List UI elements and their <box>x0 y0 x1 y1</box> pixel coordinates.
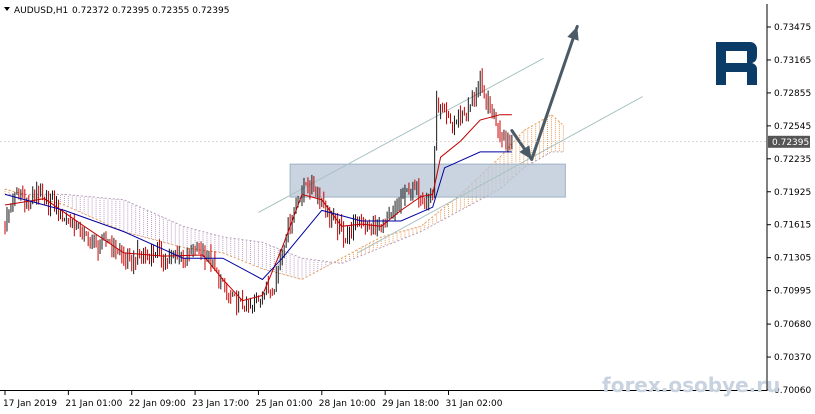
price-tick-label: 0.70370 <box>774 353 811 363</box>
senkou-span-a <box>4 114 564 280</box>
time-tick-label: 22 Jan 09:00 <box>129 399 186 409</box>
time-tick-label: 17 Jan 2019 <box>3 399 57 409</box>
price-tick-label: 0.71305 <box>774 254 811 264</box>
chart-header: AUDUSD,H1 0.72372 0.72395 0.72355 0.7239… <box>4 6 229 16</box>
watermark: forex.osobye.ru <box>602 373 780 397</box>
price-axis: 0.73475 0.73165 0.72855 0.72545 0.72235 0.719… <box>0 23 811 396</box>
tenkan-sen-line <box>4 114 512 302</box>
price-tick-label: 0.70680 <box>774 320 811 330</box>
current-price-tag <box>768 135 810 148</box>
roboforex-r-logo-icon <box>716 42 757 85</box>
time-tick-label: 25 Jan 01:00 <box>255 399 312 409</box>
time-tick-label: 21 Jan 01:00 <box>65 399 122 409</box>
channel-lower-line <box>357 96 643 254</box>
price-tick-label: 0.72855 <box>774 89 811 99</box>
trend-channel <box>258 57 643 254</box>
time-tick-label: 28 Jan 10:00 <box>319 399 376 409</box>
price-tick-label: 0.70060 <box>774 386 811 396</box>
price-tick-label: 0.71615 <box>774 221 811 231</box>
price-tick-label: 0.70995 <box>774 287 811 297</box>
price-tick-label: 0.72545 <box>774 122 811 132</box>
time-tick-label: 29 Jan 18:00 <box>382 399 439 409</box>
price-tick-label: 0.73165 <box>774 56 811 66</box>
channel-upper-line <box>258 57 544 213</box>
price-tick-label: 0.72235 <box>774 155 811 165</box>
kijun-sen-line <box>4 151 512 281</box>
price-tick-label: 0.71925 <box>774 188 811 198</box>
arrow-up <box>530 24 579 161</box>
time-tick-label: 31 Jan 02:00 <box>446 399 503 409</box>
symbol-label: AUDUSD,H1 <box>14 6 68 16</box>
indicator-lines <box>4 114 512 302</box>
arrow-down-head <box>519 145 532 160</box>
time-tick-label: 23 Jan 17:00 <box>192 399 249 409</box>
forecast-arrows <box>510 24 579 161</box>
support-zone <box>289 163 566 198</box>
current-price-label: 0.72395 <box>772 138 809 148</box>
price-tick-label: 0.73475 <box>774 23 811 33</box>
triangle-down-icon[interactable] <box>4 7 10 11</box>
arrow-up-head <box>567 26 579 41</box>
price-zone <box>289 163 566 198</box>
ohlc-readout: 0.72372 0.72395 0.72355 0.72395 <box>72 6 229 16</box>
time-axis: 17 Jan 2019 21 Jan 01:00 22 Jan 09:00 23 Ja… <box>3 391 503 409</box>
